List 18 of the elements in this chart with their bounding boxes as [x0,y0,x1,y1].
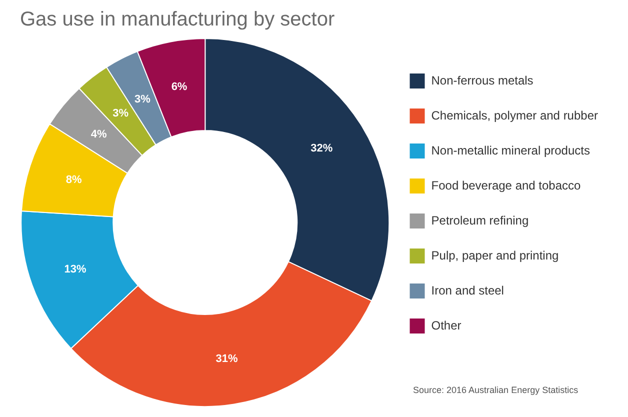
legend-label: Chemicals, polymer and rubber [431,108,598,122]
data-label: 6% [171,80,188,93]
data-label: 3% [112,107,129,120]
legend-label: Other [431,318,462,332]
data-label: 13% [64,263,87,276]
legend-label: Pulp, paper and printing [431,248,559,262]
data-label: 3% [134,94,151,106]
legend-label: Iron and steel [431,283,504,298]
legend-label: Food beverage and tobacco [431,178,582,192]
data-label: 4% [90,128,107,141]
data-label: 32% [310,142,333,155]
chart-title: Gas use in manufacturing by sector [20,8,335,31]
legend-label: Non-metallic mineral products [431,143,590,158]
data-label: 8% [66,174,82,186]
data-label: 31% [216,352,238,365]
legend-label: Petroleum refining [431,213,529,228]
source-note: Source: 2016 Australian Energy Statistics [413,385,578,395]
legend-label: Non-ferrous metals [431,73,534,88]
